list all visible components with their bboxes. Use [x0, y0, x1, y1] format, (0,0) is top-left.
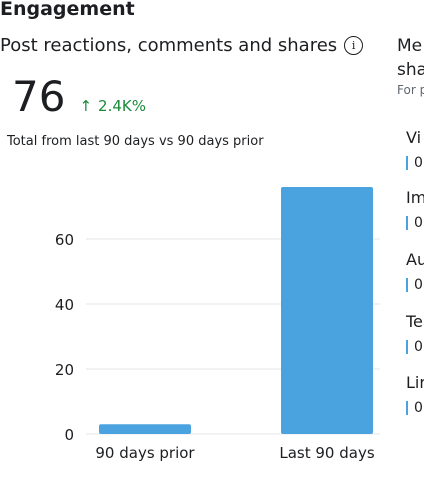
right-panel-subtitle: For p	[397, 83, 424, 97]
right-panel-item-value: 0	[406, 215, 424, 231]
x-category-label-1: Last 90 days	[279, 444, 374, 462]
bar-0[interactable]	[99, 424, 191, 434]
metric-change: ↑ 2.4K%	[79, 97, 146, 115]
info-icon[interactable]: i	[344, 36, 364, 55]
right-panel-title-line1: Me	[397, 36, 423, 56]
right-panel-item-value-text: 0	[414, 155, 423, 171]
right-panel-item-value-text: 0	[414, 277, 423, 293]
right-panel-item-label: Au	[406, 250, 424, 269]
right-panel-item-value-text: 0	[414, 339, 423, 355]
right-panel-item: Te 0	[406, 312, 424, 355]
right-panel-item-bar	[406, 156, 408, 170]
bar-1[interactable]	[281, 187, 373, 434]
x-category-label-0: 90 days prior	[95, 444, 195, 462]
right-panel-title-line2: sha	[397, 60, 424, 80]
metric-subtitle: Total from last 90 days vs 90 days prior	[7, 134, 264, 149]
card-title-text: Post reactions, comments and shares	[0, 35, 338, 56]
card-title: Post reactions, comments and shares i	[0, 35, 364, 56]
y-tick-label-20: 20	[55, 361, 74, 379]
right-panel: Me sha For p	[397, 34, 424, 97]
y-tick-label-0: 0	[64, 426, 74, 444]
bar-chart: 0 20 40 60 90 days prior Last 90 days	[55, 187, 380, 462]
right-panel-item: Lir 0	[406, 373, 424, 416]
right-panel-item-bar	[406, 278, 408, 292]
right-panel-item-bar	[406, 340, 408, 354]
metric-row: 76 ↑ 2.4K%	[12, 72, 146, 121]
right-panel-item: Au 0	[406, 250, 424, 293]
right-panel-item-label: Lir	[406, 373, 424, 392]
y-tick-label-40: 40	[55, 296, 74, 314]
right-panel-item-label: Vi	[406, 128, 422, 147]
right-panel-item-value: 0	[406, 155, 424, 171]
right-panel-item-value-text: 0	[414, 400, 423, 416]
y-tick-label-60: 60	[55, 231, 74, 249]
metric-value: 76	[12, 72, 66, 121]
right-panel-item: Im 0	[406, 188, 424, 231]
right-panel-item: Vi 0	[406, 128, 424, 171]
right-panel-item-value: 0	[406, 400, 424, 416]
right-panel-item-value-text: 0	[414, 215, 423, 231]
up-arrow-icon: ↑	[79, 97, 93, 115]
right-panel-item-label: Te	[406, 312, 423, 331]
right-panel-item-bar	[406, 216, 408, 230]
right-panel-item-bar	[406, 401, 408, 415]
section-title: Engagement	[0, 0, 135, 20]
metric-change-value: 2.4K%	[98, 97, 146, 115]
right-panel-item-value: 0	[406, 277, 424, 293]
right-panel-item-value: 0	[406, 339, 424, 355]
right-panel-item-label: Im	[406, 188, 424, 207]
